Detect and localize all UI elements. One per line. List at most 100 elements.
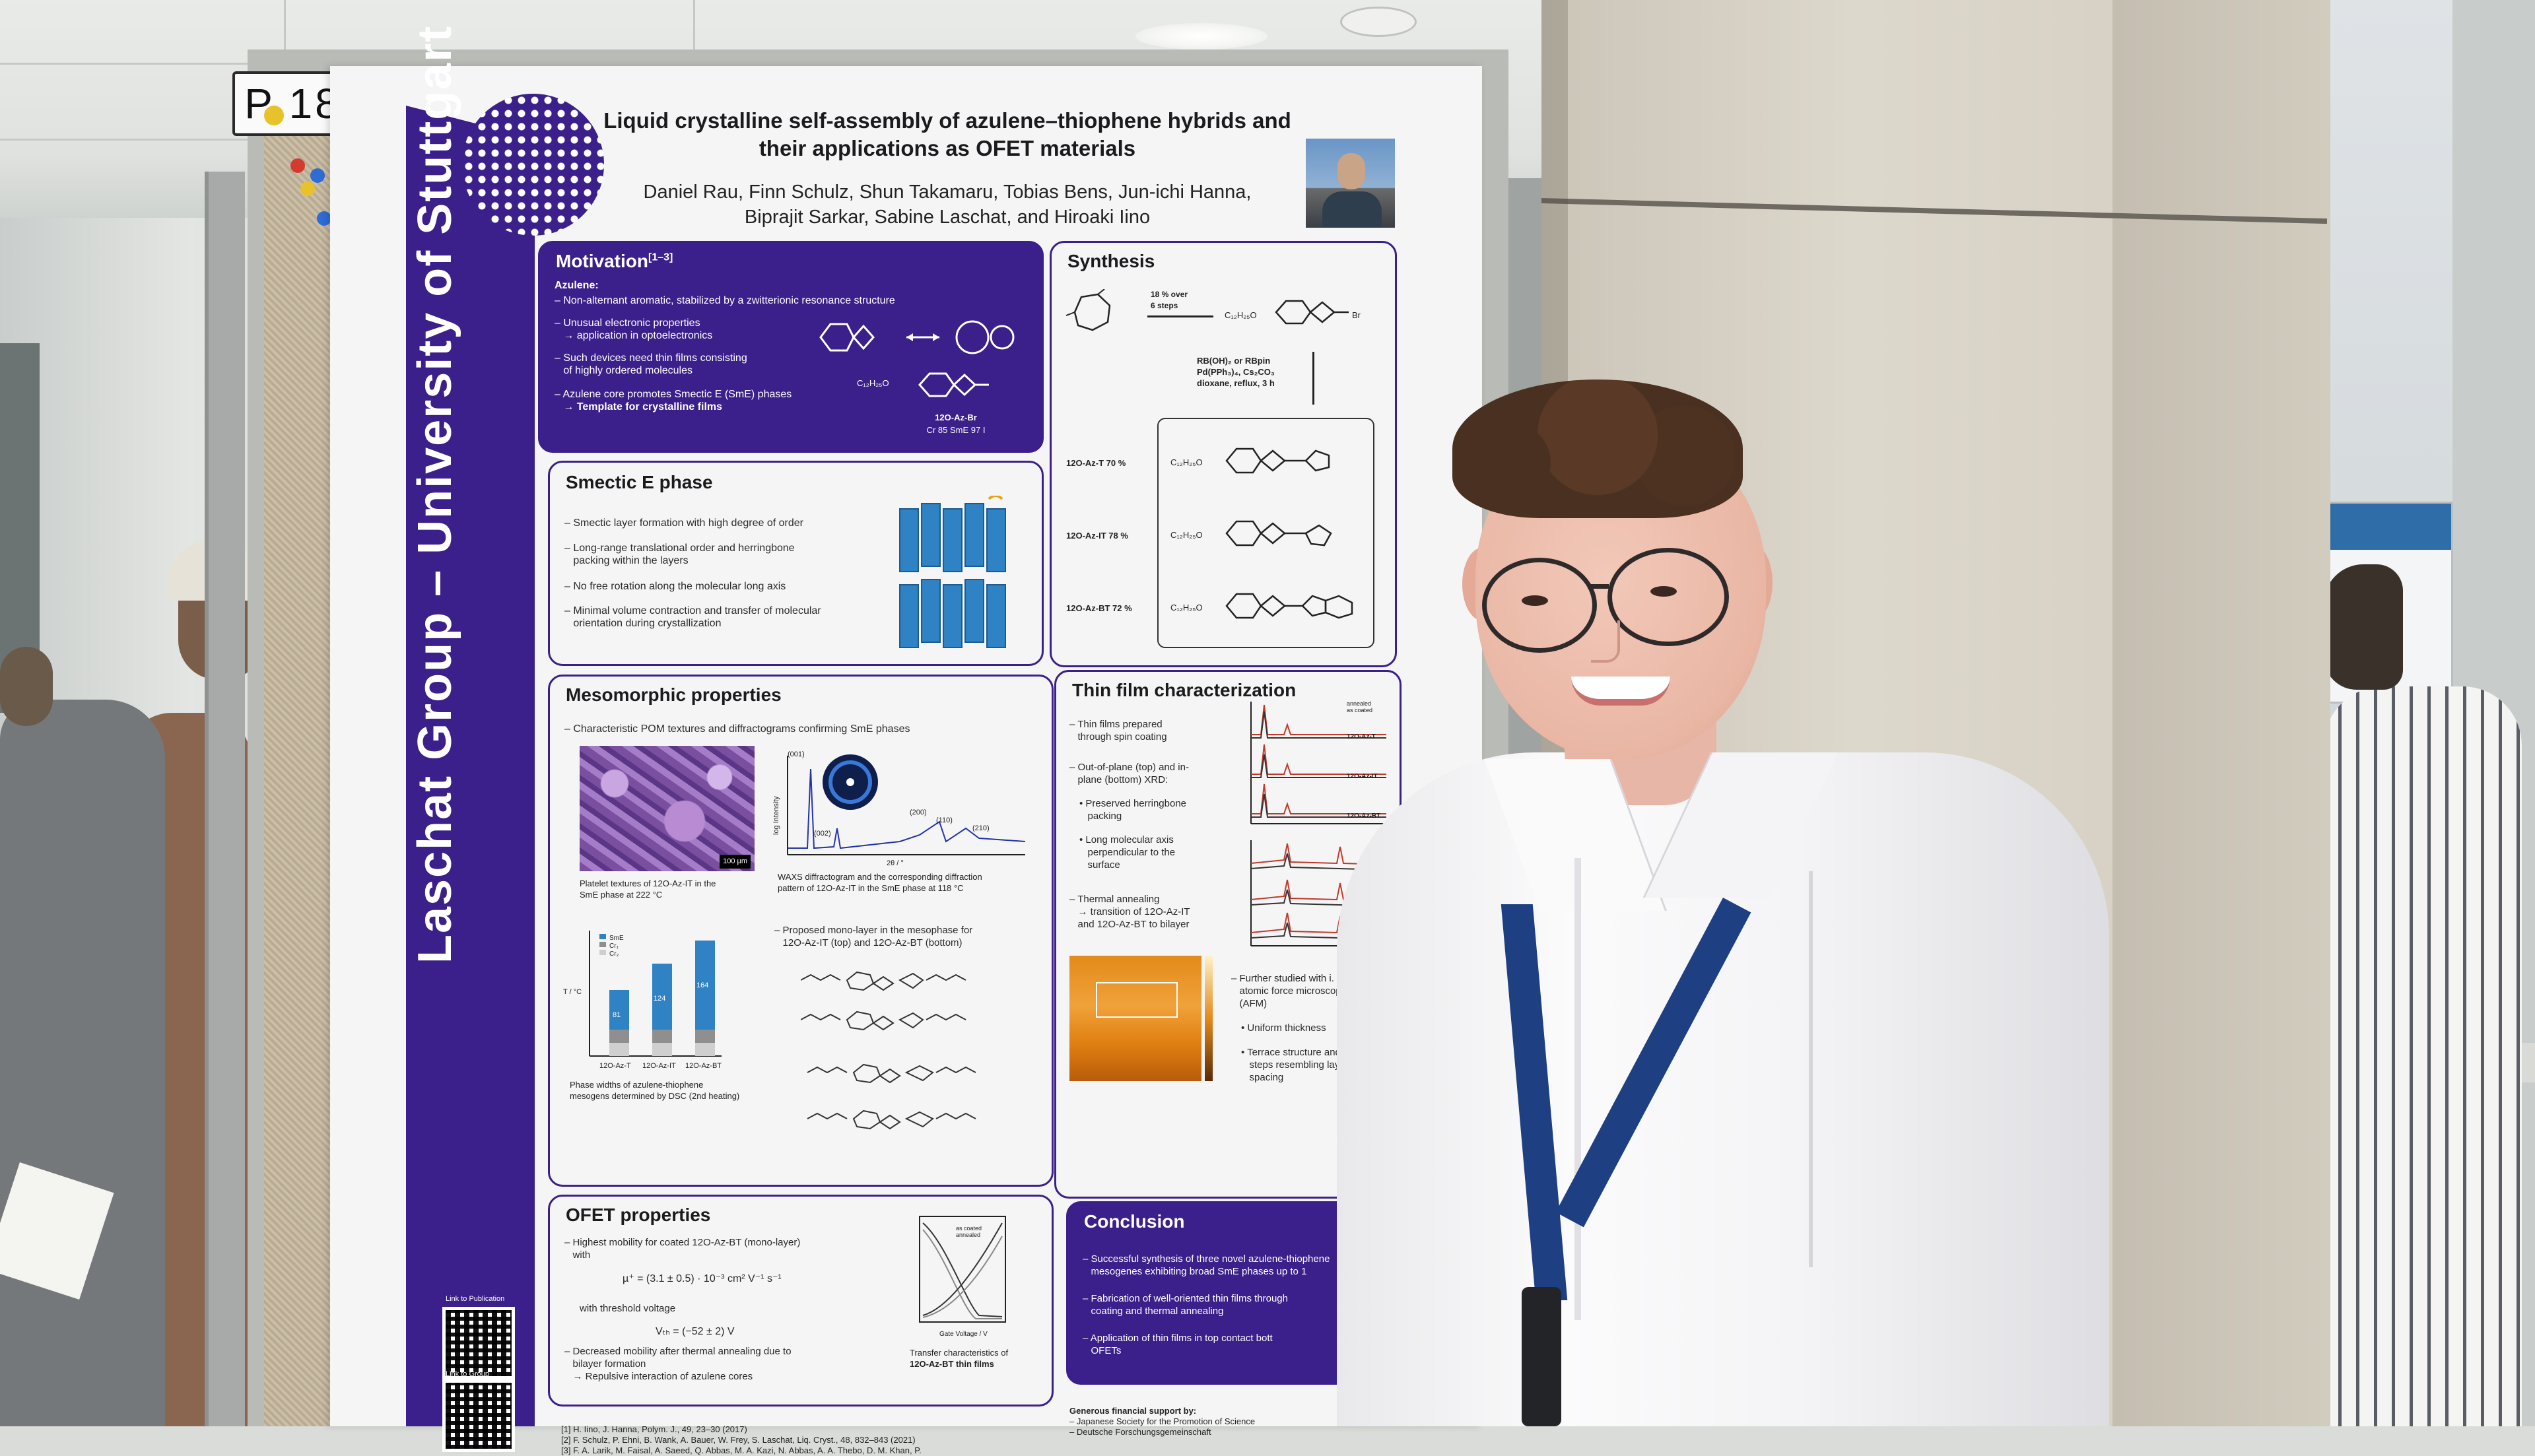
trace-label: 12O-Az-T bbox=[1347, 733, 1376, 741]
glasses-lens bbox=[1482, 558, 1597, 653]
presenter-nose bbox=[1591, 620, 1620, 663]
legend-entry: as coated bbox=[956, 1225, 982, 1232]
threshold-value: Vₜₕ = (−52 ± 2) V bbox=[656, 1326, 735, 1337]
product-structure bbox=[1220, 586, 1365, 629]
poster-title: Liquid crystalline self-assembly of azul… bbox=[603, 108, 1291, 160]
ofet-bullet: – Highest mobility for coated 12O-Az-BT … bbox=[564, 1237, 801, 1261]
ofet-box: OFET properties – Highest mobility for c… bbox=[548, 1195, 1054, 1406]
product-label: 12O-Az-BT 72 % bbox=[1066, 603, 1132, 613]
synthesis-step: 18 % over 6 steps bbox=[1151, 290, 1188, 310]
ofet-bullet: – Decreased mobility after thermal annea… bbox=[564, 1346, 792, 1382]
right-person-head bbox=[2324, 564, 2403, 690]
motivation-box: Motivation[1–3] Azulene: – Non-alternant… bbox=[538, 241, 1044, 453]
bar-label: 12O-Az-BT bbox=[685, 1062, 722, 1070]
motivation-title: Motivation[1–3] bbox=[556, 251, 673, 271]
legend-entry: annealed bbox=[1347, 700, 1372, 707]
afm-colorbar bbox=[1205, 956, 1213, 1081]
thinfilm-sub-bullet: • Uniform thickness bbox=[1241, 1022, 1326, 1034]
legend-entry: SmE bbox=[609, 935, 624, 942]
resonance-structure bbox=[807, 314, 1025, 364]
phase-width-chart bbox=[570, 924, 728, 1079]
bromine-label: Br bbox=[1352, 310, 1361, 320]
smectic-bullet: – No free rotation along the molecular l… bbox=[564, 581, 786, 592]
lanyard-clip bbox=[1522, 1287, 1561, 1426]
conclusion-bullet: – Successful synthesis of three novel az… bbox=[1083, 1253, 1330, 1277]
synthesis-title: Synthesis bbox=[1067, 251, 1155, 271]
bar-value: 81 bbox=[613, 1011, 621, 1019]
presenter-smile bbox=[1571, 677, 1670, 706]
ofet-title: OFET properties bbox=[566, 1205, 711, 1225]
tropolone-structure bbox=[1065, 288, 1124, 339]
peak-label: (210) bbox=[972, 824, 990, 832]
motivation-bullet: – Non-alternant aromatic, stabilized by … bbox=[555, 295, 895, 306]
pushpin bbox=[310, 168, 325, 183]
author-photo bbox=[1306, 139, 1395, 228]
pushpin bbox=[300, 182, 315, 196]
shirt-fold bbox=[1809, 871, 1813, 1267]
logo-dot-circle bbox=[462, 94, 604, 236]
board-stand-pole bbox=[205, 172, 245, 1426]
smectic-bullet: – Smectic layer formation with high degr… bbox=[564, 517, 803, 529]
product-label: 12O-Az-T 70 % bbox=[1066, 458, 1126, 468]
institution-label: Laschat Group – University of Stuttgart bbox=[409, 24, 461, 964]
thinfilm-bullet: – Further studied with i. a. atomic forc… bbox=[1231, 973, 1347, 1009]
visitor-body bbox=[0, 700, 165, 1426]
compound-label: 12O-Az-Br Cr 85 SmE 97 I bbox=[926, 413, 986, 435]
transfer-curve-plot bbox=[906, 1210, 1038, 1345]
thinfilm-sub-bullet: • Long molecular axis perpendicular to t… bbox=[1079, 834, 1176, 871]
mesomorphic-title: Mesomorphic properties bbox=[566, 684, 782, 705]
structure-chain: C₁₂H₂₅O bbox=[1170, 457, 1203, 467]
conclusion-title: Conclusion bbox=[1084, 1211, 1185, 1232]
thinfilm-bullet: – Thin films prepared through spin coati… bbox=[1069, 719, 1167, 743]
azulene-structure bbox=[913, 368, 1005, 405]
mesomorphic-box: Mesomorphic properties – Characteristic … bbox=[548, 675, 1054, 1187]
trace-label: 12O-Az-BT bbox=[1347, 812, 1381, 820]
afm-image bbox=[1069, 956, 1201, 1081]
thinfilm-sub-bullet: • Preserved herringbone packing bbox=[1079, 798, 1187, 822]
mobility-value: µ⁺ = (3.1 ± 0.5) · 10⁻³ cm² V⁻¹ s⁻¹ bbox=[623, 1273, 782, 1284]
structure-chain: C₁₂H₂₅O bbox=[857, 378, 889, 388]
qr-label: Link to Group bbox=[446, 1370, 490, 1378]
motivation-bullet: – Unusual electronic properties → applic… bbox=[555, 317, 713, 341]
ceiling-speaker bbox=[1340, 7, 1417, 37]
pushpin bbox=[264, 106, 284, 125]
trace-label: 12O-Az-IT bbox=[1347, 773, 1378, 780]
pushpin bbox=[317, 211, 331, 226]
scale-bar: 100 µm bbox=[720, 855, 751, 869]
smectic-bullet: – Minimal volume contraction and transfe… bbox=[564, 605, 821, 629]
axis-label: 2θ / ° bbox=[887, 859, 904, 867]
product-label: 12O-Az-IT 78 % bbox=[1066, 531, 1128, 541]
monolayer-model bbox=[800, 960, 1012, 1148]
threshold-label: with threshold voltage bbox=[580, 1303, 676, 1314]
figure-caption: Phase widths of azulene-thiophene mesogen… bbox=[570, 1080, 740, 1101]
conclusion-bullet: – Application of thin films in top conta… bbox=[1083, 1333, 1273, 1356]
legend-entry: Cr₁ bbox=[609, 943, 619, 950]
figure-caption: WAXS diffractogram and the corresponding… bbox=[778, 872, 982, 893]
smectic-layer-illustration bbox=[896, 494, 1009, 657]
glasses-lens bbox=[1607, 548, 1729, 646]
reaction-arrow bbox=[1312, 352, 1314, 405]
mesomorphic-bullet: – Proposed mono-layer in the mesophase f… bbox=[774, 925, 973, 948]
shirt-placket bbox=[1574, 858, 1581, 1320]
peak-label: (110) bbox=[936, 816, 953, 824]
poster-side-stripe: Laschat Group – University of Stuttgart bbox=[330, 24, 535, 1426]
pushpin bbox=[290, 158, 305, 173]
right-person-striped-shirt bbox=[2324, 686, 2522, 1426]
mesomorphic-bullet: – Characteristic POM textures and diffra… bbox=[564, 723, 910, 735]
axis-label: Gate Voltage / V bbox=[939, 1331, 988, 1338]
synthesis-conditions: RB(OH)₂ or RBpin Pd(PPh₃)₄, Cs₂CO₃ dioxane… bbox=[1197, 356, 1275, 388]
smectic-title: Smectic E phase bbox=[566, 472, 713, 492]
waxs-diffractogram bbox=[768, 749, 1032, 878]
glasses-bridge bbox=[1588, 584, 1609, 589]
bar-label: 12O-Az-IT bbox=[642, 1062, 676, 1070]
pom-texture-image: 100 µm bbox=[580, 746, 755, 871]
peak-label: (200) bbox=[910, 809, 927, 816]
qr-code[interactable] bbox=[442, 1379, 515, 1452]
bar-value: 124 bbox=[654, 995, 666, 1003]
poster: Laschat Group – University of Stuttgart … bbox=[330, 24, 1482, 1455]
structure-chain: C₁₂H₂₅O bbox=[1170, 530, 1203, 540]
qr-code[interactable] bbox=[442, 1307, 515, 1379]
smectic-box: Smectic E phase – Smectic layer formatio… bbox=[548, 461, 1044, 666]
figure-caption: Transfer characteristics of 12O-Az-BT thi… bbox=[910, 1348, 1009, 1369]
legend-entry: Cr₂ bbox=[609, 950, 619, 958]
